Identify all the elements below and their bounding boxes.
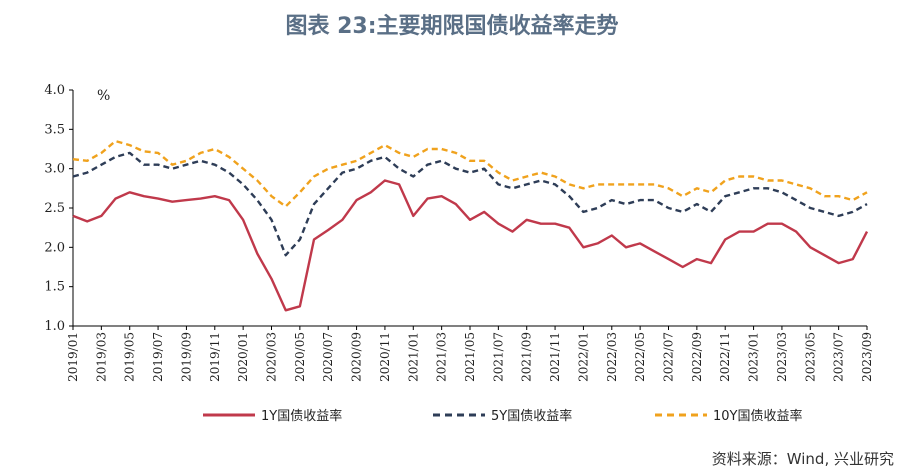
y-axis-unit-label: % xyxy=(97,88,110,104)
source-note: 资料来源：Wind, 兴业研究 xyxy=(711,450,894,468)
y-tick-label: 2.0 xyxy=(44,240,65,255)
x-tick-label: 2019/07 xyxy=(151,332,165,382)
x-tick-label: 2019/05 xyxy=(123,332,137,382)
y-tick-label: 1.5 xyxy=(44,280,65,295)
x-tick-label: 2022/03 xyxy=(605,332,619,382)
x-tick-label: 2020/11 xyxy=(378,332,392,382)
series-line xyxy=(72,179,869,312)
y-tick-label: 4.0 xyxy=(44,83,65,98)
chart-axes xyxy=(72,90,867,327)
x-tick-label: 2022/05 xyxy=(633,332,647,382)
x-tick-label: 2021/01 xyxy=(406,332,420,382)
x-tick-label: 2021/07 xyxy=(491,332,505,382)
x-tick-label: 2021/09 xyxy=(520,332,534,382)
x-tick-label: 2020/01 xyxy=(236,332,250,382)
legend-label: 10Y国债收益率 xyxy=(713,408,802,424)
x-tick-label: 2021/11 xyxy=(548,332,562,382)
x-tick-label: 2019/09 xyxy=(179,332,193,382)
x-tick-label: 2019/03 xyxy=(94,332,108,382)
x-tick-label: 2021/03 xyxy=(435,332,449,382)
x-tick-label: 2020/09 xyxy=(350,332,364,382)
legend-label: 5Y国债收益率 xyxy=(491,408,572,424)
y-axis-ticks: 4.0 3.5 3.0 2.5 2.0 1.5 1.0 xyxy=(44,83,73,334)
x-tick-label: 2023/01 xyxy=(747,332,761,382)
x-tick-label: 2020/03 xyxy=(265,332,279,382)
x-tick-label: 2021/05 xyxy=(463,332,477,382)
x-tick-label: 2023/05 xyxy=(803,332,817,382)
x-tick-label: 2023/03 xyxy=(775,332,789,382)
x-tick-label: 2022/07 xyxy=(662,332,676,382)
series-line xyxy=(72,139,868,208)
x-tick-label: 2023/09 xyxy=(860,332,874,382)
x-tick-label: 2023/07 xyxy=(832,332,846,382)
x-tick-label: 2022/11 xyxy=(718,332,732,382)
x-tick-label: 2019/01 xyxy=(66,332,80,382)
x-tick-label: 2020/05 xyxy=(293,332,307,382)
x-tick-label: 2022/09 xyxy=(690,332,704,382)
x-tick-label: 2019/11 xyxy=(208,332,222,382)
x-tick-label: 2022/01 xyxy=(576,332,590,382)
chart-title: 图表 23:主要期限国债收益率走势 xyxy=(285,14,619,39)
y-tick-label: 3.0 xyxy=(44,162,65,177)
series-line xyxy=(72,151,868,257)
y-tick-label: 3.5 xyxy=(44,122,65,137)
chart-legend: 1Y国债收益率 5Y国债收益率 10Y国债收益率 xyxy=(203,408,802,424)
y-tick-label: 2.5 xyxy=(44,201,65,216)
x-axis-ticks: 2019/01 2019/03 2019/05 2019/07 2019/09 2019/… xyxy=(66,326,874,382)
x-tick-label: 2020/07 xyxy=(321,332,335,382)
y-tick-label: 1.0 xyxy=(44,319,65,334)
legend-label: 1Y国债收益率 xyxy=(261,408,342,424)
series-lines xyxy=(72,139,869,312)
